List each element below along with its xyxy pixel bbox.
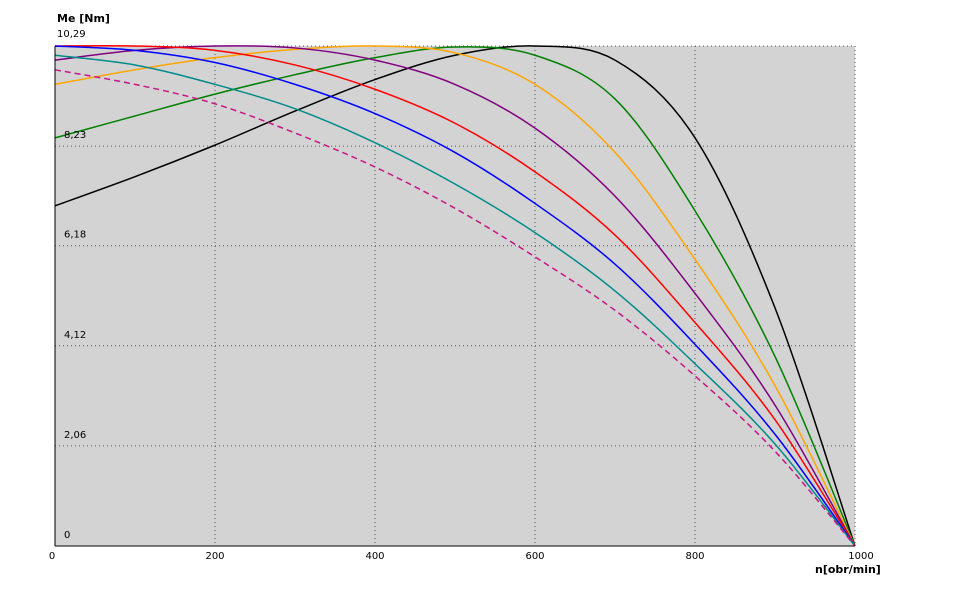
series-line-3 [54, 45, 856, 547]
series-lines [54, 44, 856, 547]
x-tick-label: 0 [49, 551, 55, 562]
grid [55, 45, 856, 546]
tick-labels: 0 2,06 4,12 6,18 8,23 10,29 0 200 400 600 800 1000 [49, 29, 874, 562]
x-tick-label: 200 [205, 551, 224, 562]
x-axis-title: n[obr/min] [815, 563, 881, 576]
series-line-4 [54, 45, 856, 547]
plot-area [55, 46, 855, 546]
series-line-2 [54, 46, 856, 547]
y-tick-label: 2,06 [64, 430, 86, 441]
axes [54, 46, 855, 547]
series-line-5 [54, 44, 856, 547]
y-tick-label: 10,29 [57, 29, 86, 40]
y-axis-title: Me [Nm] [57, 12, 110, 25]
y-tick-label: 4,12 [64, 330, 86, 341]
series-line-8 [54, 69, 856, 547]
x-tick-label: 800 [685, 551, 704, 562]
series-line-6 [54, 45, 856, 547]
x-tick-label: 1000 [848, 551, 873, 562]
y-tick-label: 8,23 [64, 130, 86, 141]
x-tick-label: 400 [365, 551, 384, 562]
y-tick-label: 0 [64, 530, 70, 541]
x-tick-label: 600 [525, 551, 544, 562]
series-line-1 [54, 45, 856, 547]
y-tick-label: 6,18 [64, 230, 86, 241]
series-line-7 [54, 54, 856, 547]
